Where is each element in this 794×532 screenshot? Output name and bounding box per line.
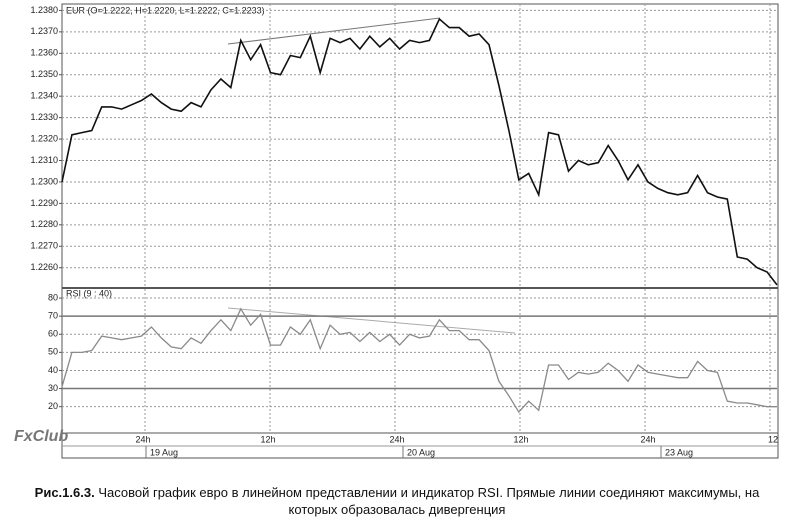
y-tick-label: 1.2270: [30, 241, 58, 251]
x-tick-label: 24h: [640, 434, 655, 444]
x-tick-label: 24h: [389, 434, 404, 444]
watermark: FxClub: [14, 428, 68, 445]
date-label: 20 Aug: [407, 447, 435, 457]
trend-line: [227, 307, 516, 334]
y-tick-label: 30: [48, 383, 58, 393]
y-tick-label: 70: [48, 311, 58, 321]
y-tick-label: 60: [48, 329, 58, 339]
y-tick-label: 1.2360: [30, 48, 58, 58]
x-tick-label: 12h: [260, 434, 275, 444]
x-tick-label: 12: [768, 434, 778, 444]
x-tick-label: 24h: [135, 434, 150, 444]
frame: [61, 3, 779, 459]
series-line: [61, 307, 777, 414]
y-tick-label: 1.2300: [30, 176, 58, 186]
chart: EUR (O=1.2222, H=1.2220, L=1.2222, C=1.2…: [14, 3, 779, 459]
y-tick-label: 1.2320: [30, 133, 58, 143]
y-tick-label: 50: [48, 347, 58, 357]
y-tick-label: 1.2290: [30, 198, 58, 208]
price-title: EUR (O=1.2222, H=1.2220, L=1.2222, C=1.2…: [66, 5, 265, 15]
caption-label: Рис.1.6.3.: [34, 485, 95, 500]
x-tick-label: 12h: [513, 434, 528, 444]
series-line: [61, 17, 778, 286]
y-tick-label: 1.2380: [30, 5, 58, 15]
y-tick-label: 1.2310: [30, 155, 58, 165]
y-tick-label: 20: [48, 401, 58, 411]
date-label: 23 Aug: [665, 447, 693, 457]
date-label: 19 Aug: [150, 447, 178, 457]
trend-line: [227, 17, 441, 45]
caption-text: Часовой график евро в линейном представл…: [98, 485, 760, 517]
y-tick-label: 1.2370: [30, 26, 58, 36]
y-tick-label: 1.2330: [30, 112, 58, 122]
rsi-title: RSI (9 : 40): [66, 288, 112, 298]
y-tick-label: 1.2340: [30, 91, 58, 101]
y-tick-label: 80: [48, 292, 58, 302]
y-tick-label: 1.2280: [30, 219, 58, 229]
caption: Рис.1.6.3. Часовой график евро в линейно…: [17, 484, 777, 518]
y-tick-label: 40: [48, 365, 58, 375]
y-tick-label: 1.2260: [30, 262, 58, 272]
y-tick-label: 1.2350: [30, 69, 58, 79]
